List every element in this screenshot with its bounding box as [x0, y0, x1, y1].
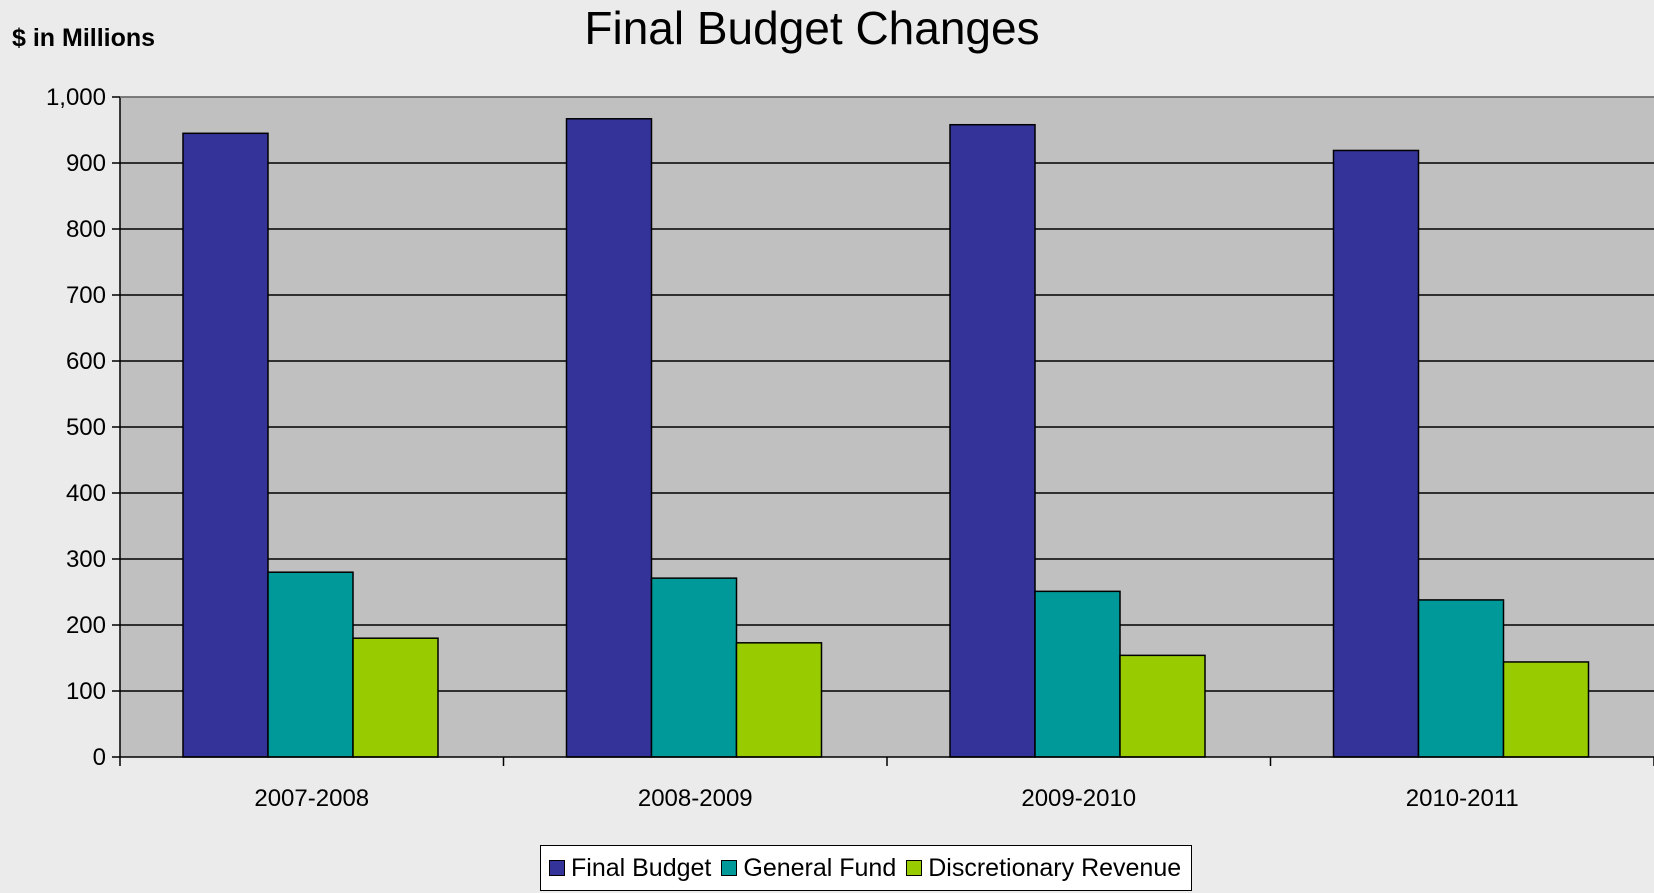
y-tick-label: 300 — [66, 546, 106, 573]
y-tick-label: 400 — [66, 480, 106, 507]
y-tick-label: 600 — [66, 348, 106, 375]
legend: Final Budget General Fund Discretionary … — [540, 845, 1193, 891]
legend-swatch-general-fund — [721, 860, 738, 876]
bar-discretionary-revenue-2010-2011 — [1502, 661, 1590, 758]
bar-final-budget-2007-2008 — [182, 132, 269, 758]
y-tick-label: 900 — [66, 150, 106, 177]
x-tick-label: 2008-2009 — [638, 785, 753, 812]
axes — [112, 96, 1654, 766]
y-tick-label: 100 — [66, 678, 106, 705]
bar-general-fund-2010-2011 — [1417, 599, 1505, 758]
chart-title: Final Budget Changes — [584, 2, 1039, 54]
y-tick-label: 0 — [93, 744, 106, 771]
y-tick-label: 800 — [66, 216, 106, 243]
legend-item-discretionary-revenue: Discretionary Revenue — [906, 854, 1181, 883]
bar-general-fund-2008-2009 — [650, 577, 738, 758]
y-axis-unit-label: $ in Millions — [12, 24, 155, 52]
bar-discretionary-revenue-2008-2009 — [735, 642, 823, 758]
bar-general-fund-2009-2010 — [1034, 590, 1121, 758]
x-tick-label: 2007-2008 — [254, 785, 369, 812]
bar-final-budget-2010-2011 — [1332, 149, 1420, 758]
y-tick-label: 700 — [66, 282, 106, 309]
bar-final-budget-2009-2010 — [949, 123, 1036, 758]
y-tick-label: 1,000 — [46, 84, 106, 111]
y-tick-label: 200 — [66, 612, 106, 639]
x-tick-label: 2009-2010 — [1021, 785, 1136, 812]
legend-item-final-budget: Final Budget — [549, 854, 711, 883]
bar-discretionary-revenue-2007-2008 — [352, 637, 439, 758]
legend-swatch-final-budget — [549, 860, 565, 876]
legend-swatch-discretionary-revenue — [906, 860, 923, 876]
tick-labels: 0 100 200 300 400 500 600 700 800 900 1,000 2007-20… — [46, 84, 1519, 812]
x-tick-label: 2010-2011 — [1406, 785, 1519, 812]
bar-discretionary-revenue-2009-2010 — [1119, 654, 1206, 758]
legend-label-discretionary-revenue: Discretionary Revenue — [928, 853, 1182, 882]
legend-label-final-budget: Final Budget — [571, 853, 712, 882]
bar-general-fund-2007-2008 — [267, 571, 354, 758]
bar-final-budget-2008-2009 — [565, 118, 653, 758]
legend-label-general-fund: General Fund — [743, 853, 897, 882]
bars — [182, 118, 1590, 758]
y-tick-label: 500 — [66, 414, 106, 441]
legend-item-general-fund: General Fund — [721, 854, 896, 883]
